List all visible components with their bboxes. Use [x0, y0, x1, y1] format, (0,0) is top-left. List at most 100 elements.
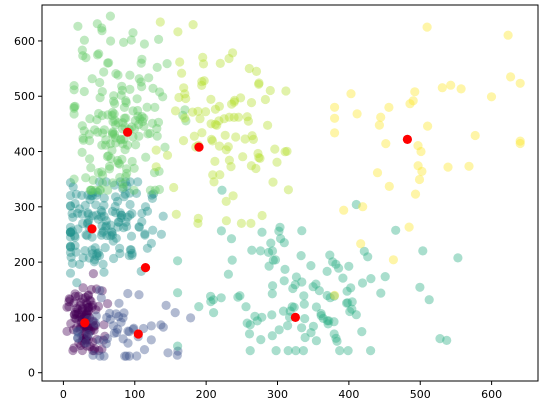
- data-point: [246, 218, 256, 228]
- data-point: [216, 226, 226, 236]
- data-point: [180, 113, 190, 123]
- data-point: [163, 348, 173, 358]
- data-point: [131, 140, 141, 150]
- data-point: [347, 304, 357, 314]
- data-point: [358, 202, 368, 212]
- data-point: [300, 314, 310, 324]
- data-point: [77, 121, 87, 131]
- data-point: [241, 302, 251, 312]
- data-point: [111, 133, 121, 143]
- data-point: [223, 269, 233, 279]
- data-point: [314, 286, 324, 296]
- data-point: [311, 302, 321, 312]
- data-point: [289, 302, 299, 312]
- data-point: [134, 290, 144, 300]
- data-point: [108, 236, 118, 246]
- data-point: [328, 257, 338, 267]
- data-point: [115, 177, 125, 187]
- data-point: [170, 106, 181, 116]
- data-point: [82, 299, 92, 309]
- data-point: [271, 346, 281, 356]
- data-point: [95, 351, 105, 361]
- data-point: [85, 185, 95, 195]
- data-point: [78, 330, 88, 340]
- data-point: [125, 177, 135, 187]
- data-point: [113, 222, 123, 232]
- data-point: [275, 222, 285, 232]
- data-point: [330, 290, 340, 300]
- data-point: [329, 291, 339, 301]
- data-point: [71, 314, 81, 324]
- data-point: [506, 72, 516, 82]
- data-point: [105, 308, 115, 318]
- data-point: [77, 306, 87, 316]
- data-point: [405, 99, 415, 109]
- data-point: [92, 334, 102, 344]
- data-point: [177, 68, 187, 78]
- data-point: [68, 325, 79, 335]
- data-point: [81, 335, 91, 345]
- data-point: [111, 138, 121, 148]
- data-point: [329, 329, 339, 339]
- data-point: [149, 189, 159, 199]
- data-point: [274, 325, 284, 335]
- data-point: [65, 227, 76, 237]
- y-tick-label: 600: [14, 35, 35, 48]
- data-point: [346, 89, 356, 99]
- data-point: [291, 272, 301, 282]
- data-point: [332, 336, 342, 346]
- data-point: [153, 117, 164, 127]
- data-point: [324, 316, 334, 326]
- data-point: [108, 178, 118, 188]
- data-point: [121, 217, 131, 227]
- data-point: [69, 102, 79, 112]
- data-point: [115, 208, 125, 218]
- data-point: [195, 114, 205, 124]
- data-point: [376, 288, 386, 298]
- data-point: [331, 333, 341, 343]
- data-point: [233, 112, 244, 122]
- data-point: [125, 70, 135, 80]
- centroid-point: [123, 127, 133, 137]
- data-point: [105, 161, 115, 171]
- data-point: [245, 320, 255, 330]
- data-point: [464, 161, 474, 171]
- data-point: [83, 190, 93, 200]
- data-point: [413, 141, 423, 151]
- data-point: [129, 185, 139, 195]
- data-point: [114, 311, 124, 322]
- data-point: [270, 255, 281, 265]
- data-point: [134, 74, 144, 84]
- data-point: [90, 255, 100, 265]
- data-point: [133, 105, 143, 116]
- data-point: [240, 134, 250, 144]
- data-point: [72, 323, 82, 333]
- data-point: [120, 189, 130, 199]
- data-point: [342, 298, 352, 308]
- data-point: [415, 282, 425, 292]
- data-point: [77, 209, 87, 219]
- data-point: [73, 208, 83, 218]
- data-point: [351, 199, 361, 210]
- data-point: [121, 96, 131, 106]
- data-point: [169, 182, 179, 193]
- data-point: [338, 273, 348, 283]
- data-point: [267, 310, 277, 320]
- data-point: [69, 174, 79, 184]
- data-point: [381, 139, 391, 149]
- data-point: [219, 114, 229, 124]
- data-point: [116, 210, 126, 220]
- data-point: [104, 164, 115, 174]
- data-point: [93, 168, 103, 178]
- data-point: [91, 305, 101, 315]
- data-point: [97, 228, 107, 238]
- data-point: [146, 238, 156, 248]
- x-tick-label: 600: [481, 388, 502, 401]
- data-point: [81, 173, 91, 183]
- data-point: [210, 156, 220, 166]
- data-point: [99, 351, 109, 361]
- data-point: [148, 83, 158, 93]
- data-point: [122, 164, 132, 174]
- data-point: [99, 267, 109, 277]
- data-point: [124, 250, 134, 261]
